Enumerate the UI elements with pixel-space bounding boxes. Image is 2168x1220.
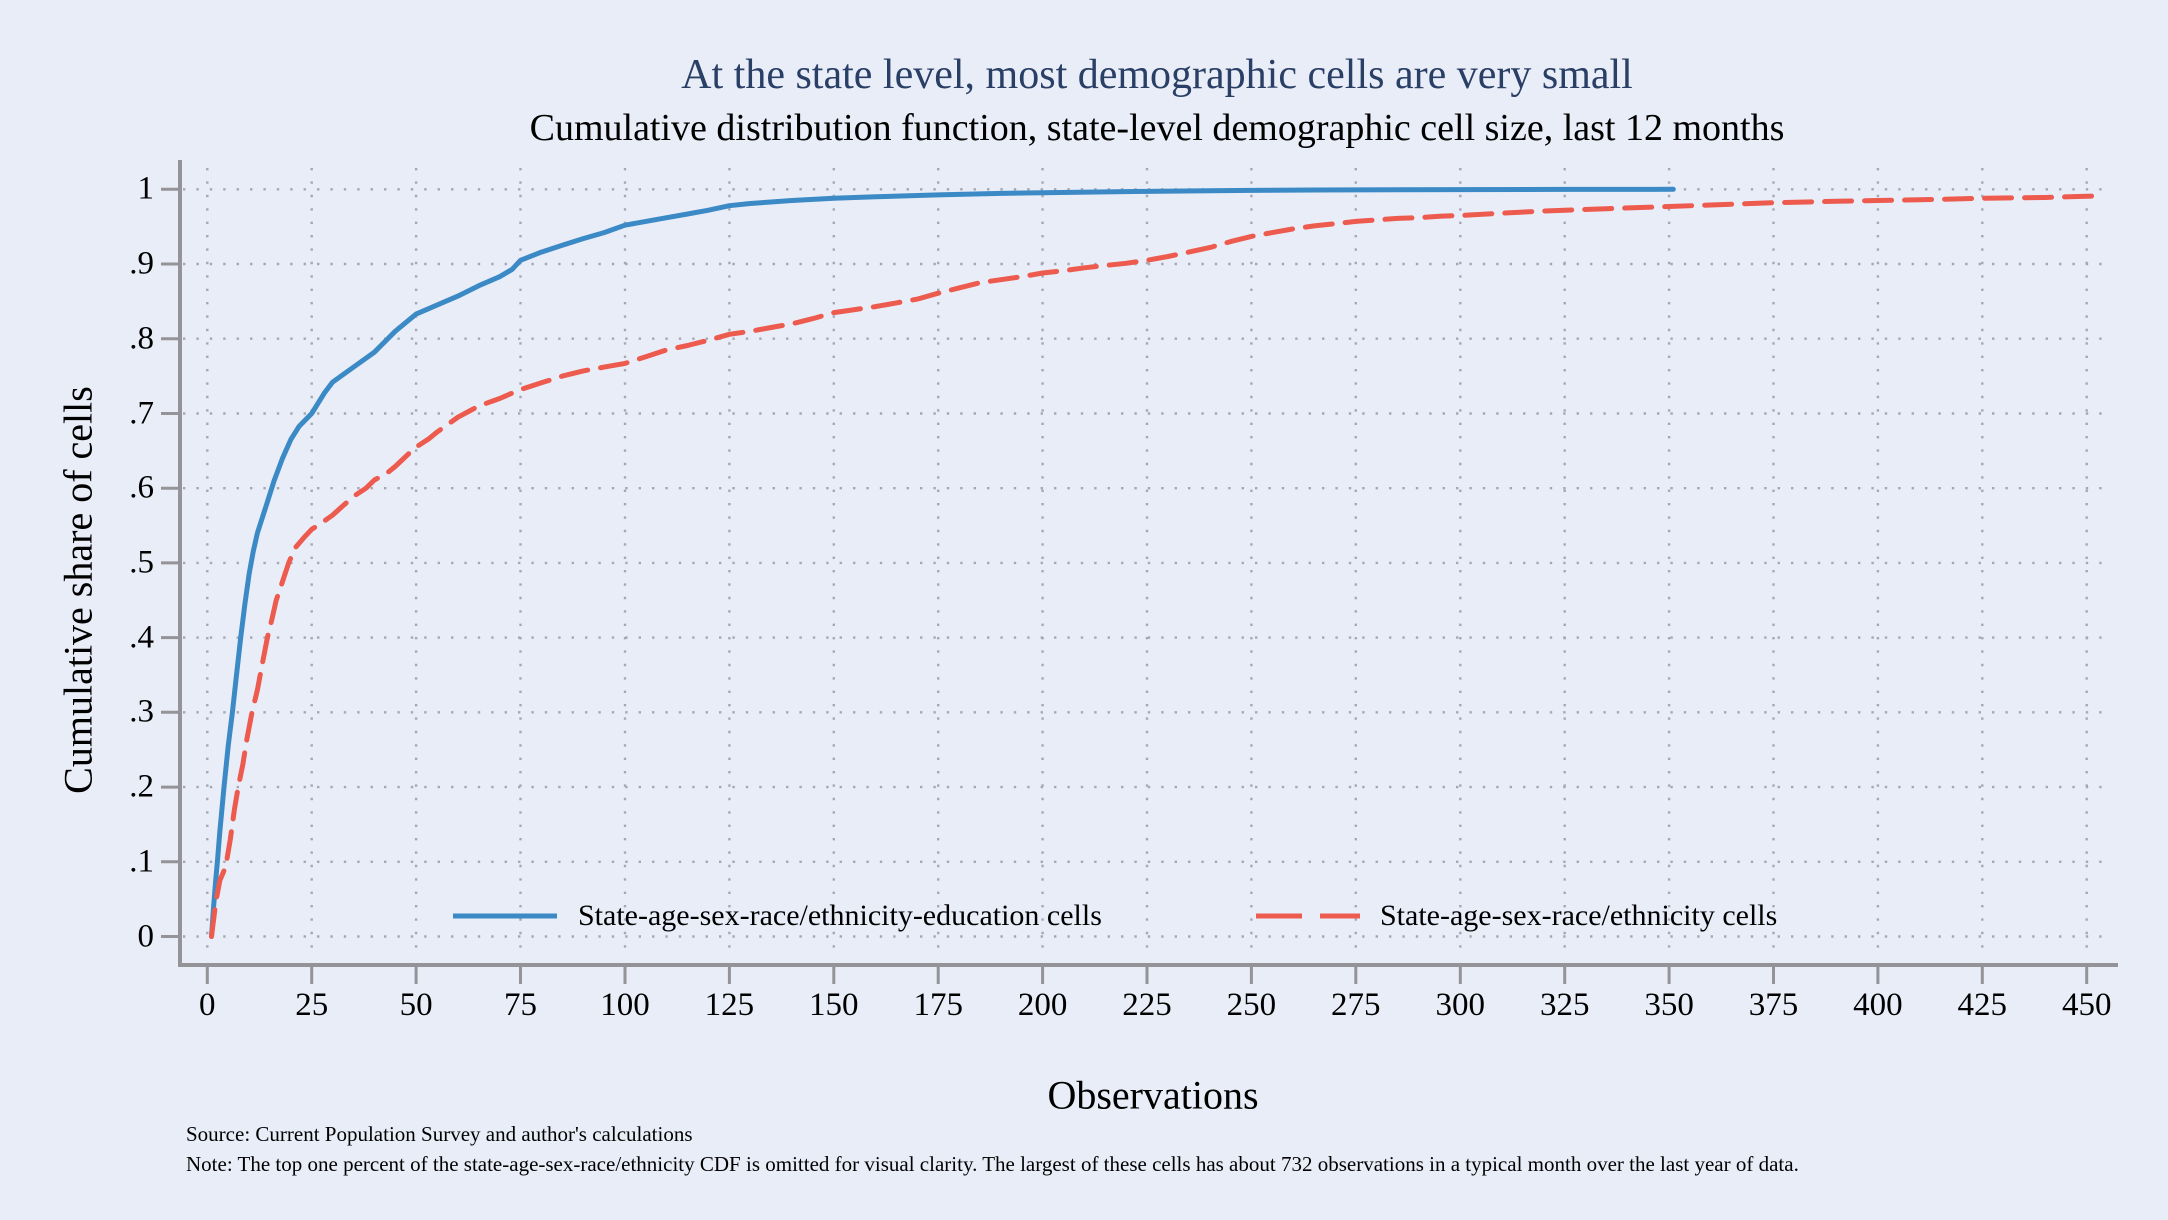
cdf-curve-ethnicity xyxy=(209,193,2098,939)
x-tick-label: 425 xyxy=(1957,987,2008,1023)
y-axis-title: Cumulative share of cells xyxy=(55,386,101,794)
y-tick-label: .4 xyxy=(129,619,154,656)
source-note: Source: Current Population Survey and au… xyxy=(186,1122,693,1146)
x-tick-label: 400 xyxy=(1853,987,1903,1023)
y-tick-label: .8 xyxy=(129,320,154,357)
x-tick-label: 150 xyxy=(809,987,859,1023)
x-tick-label: 450 xyxy=(2061,987,2112,1023)
legend-label-ethnicity-cells: State-age-sex-race/ethnicity cells xyxy=(1380,899,1778,932)
legend-label-education-cells: State-age-sex-race/ethnicity-education c… xyxy=(578,899,1102,932)
y-tick-label: .5 xyxy=(129,544,154,581)
x-tick-label: 25 xyxy=(295,987,329,1023)
x-tick-label: 225 xyxy=(1122,987,1172,1023)
x-tick-label: 100 xyxy=(600,987,650,1023)
x-tick-label: 75 xyxy=(504,987,537,1023)
y-tick-label: .2 xyxy=(129,768,154,805)
y-tick-label: 0 xyxy=(137,918,155,954)
x-tick-label: 375 xyxy=(1748,987,1799,1023)
chart-subtitle: Cumulative distribution function, state-… xyxy=(529,107,1785,149)
x-tick-label: 250 xyxy=(1226,987,1277,1023)
x-tick-label: 325 xyxy=(1539,987,1590,1023)
footnote: Note: The top one percent of the state-a… xyxy=(186,1152,1799,1176)
chart-title: At the state level, most demographic cel… xyxy=(681,52,1633,98)
x-tick-label: 50 xyxy=(399,987,433,1023)
x-tick-label: 0 xyxy=(199,987,216,1023)
y-tick-label: .3 xyxy=(129,693,154,730)
x-tick-label: 275 xyxy=(1331,987,1381,1023)
x-tick-label: 300 xyxy=(1435,987,1486,1023)
y-tick-label: .9 xyxy=(129,245,154,282)
x-axis-title: Observations xyxy=(1047,1072,1259,1118)
x-tick-label: 200 xyxy=(1017,987,1068,1023)
cdf-curve-education xyxy=(209,186,1676,939)
y-tick-label: .6 xyxy=(129,469,154,506)
y-tick-label: 1 xyxy=(137,170,155,207)
x-tick-label: 350 xyxy=(1644,987,1694,1023)
y-tick-label: .7 xyxy=(129,395,154,431)
x-tick-label: 125 xyxy=(704,987,755,1023)
y-tick-label: .1 xyxy=(129,843,154,880)
x-tick-label: 175 xyxy=(913,987,963,1023)
